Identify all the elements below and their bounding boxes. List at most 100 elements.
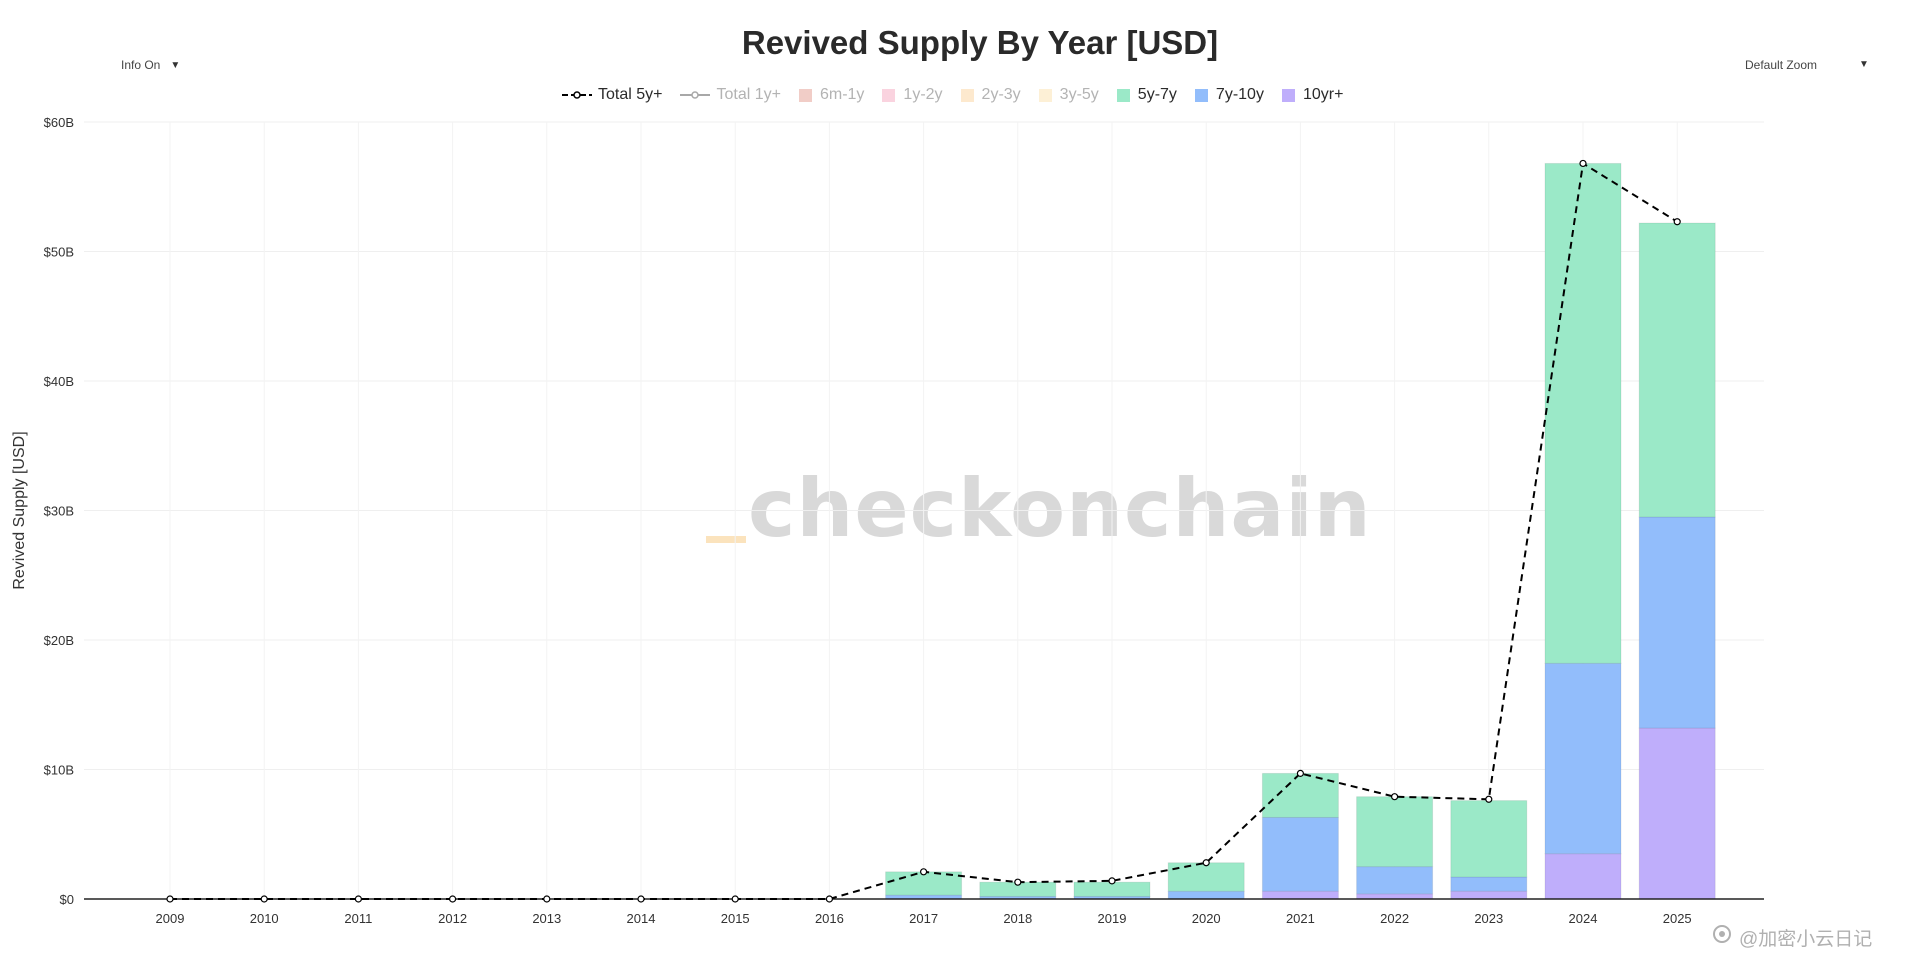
legend-label: 3y-5y: [1059, 86, 1099, 103]
bar-5y-7y-2024: [1544, 162, 1622, 664]
legend-item-10yr[interactable]: 10yr+: [1281, 86, 1344, 104]
legend-swatch: [960, 88, 974, 102]
line-point-2015: [731, 895, 739, 903]
credit-watermark: @加密小云日记: [1711, 923, 1872, 951]
legend-label: 5y-7y: [1137, 86, 1177, 103]
x-tick-label: 2022: [1380, 911, 1409, 926]
bar-7y-10y-2021: [1261, 816, 1339, 892]
legend-item-1y-2y[interactable]: 1y-2y: [882, 86, 943, 104]
legend-item-total-1y[interactable]: Total 1y+: [680, 86, 781, 104]
y-tick-label: $20B: [44, 633, 74, 648]
line-point-2025: [1673, 218, 1681, 226]
legend-item-7y-10y[interactable]: 7y-10y: [1194, 86, 1264, 104]
x-tick-label: 2024: [1569, 911, 1598, 926]
legend-label: 7y-10y: [1215, 86, 1264, 103]
bar-10yr-2025: [1638, 727, 1716, 900]
bar-7y-10y-2022: [1356, 866, 1434, 895]
bar-5y-7y-2025: [1638, 222, 1716, 518]
x-tick-label: 2015: [721, 911, 750, 926]
y-tick-label: $30B: [44, 504, 74, 519]
bar-7y-10y-2024: [1544, 662, 1622, 855]
x-tick-label: 2020: [1192, 911, 1221, 926]
legend-swatch: [1116, 88, 1130, 102]
line-point-2023: [1485, 795, 1493, 803]
bar-10yr-2022: [1356, 893, 1434, 900]
x-tick-label: 2014: [627, 911, 656, 926]
x-tick-label: 2010: [250, 911, 279, 926]
legend-swatch: [1038, 88, 1052, 102]
x-tick-label: 2013: [532, 911, 561, 926]
bar-7y-10y-2025: [1638, 516, 1716, 729]
y-tick-label: $40B: [44, 374, 74, 389]
line-point-2012: [449, 895, 457, 903]
legend-swatch: [882, 88, 896, 102]
watermark-underscore: [706, 536, 746, 543]
legend-swatch: [1194, 88, 1208, 102]
x-tick-label: 2017: [909, 911, 938, 926]
legend-swatch: [798, 88, 812, 102]
line-point-2021: [1296, 769, 1305, 777]
legend-item-5y-7y[interactable]: 5y-7y: [1116, 86, 1177, 104]
bar-7y-10y-2020: [1167, 890, 1245, 900]
line-point-2017: [919, 868, 928, 876]
bar-5y-7y-2022: [1356, 796, 1434, 868]
credit-icon: [1711, 923, 1733, 951]
watermark: checkonchain: [748, 462, 1372, 555]
line-point-2011: [354, 895, 362, 903]
credit-text: @加密小云日记: [1739, 928, 1873, 950]
legend-label: 10yr+: [1302, 86, 1344, 103]
legend-item-6m-1y[interactable]: 6m-1y: [798, 86, 865, 104]
line-point-2024: [1579, 159, 1587, 168]
legend-swatch: [1281, 88, 1295, 102]
legend-label: 2y-3y: [981, 86, 1021, 103]
chart-legend: Total 5y+ Total 1y+ 6m-1y 1y-2y 2y-3y 3y-5y 5y…: [562, 86, 1361, 104]
legend-item-3y-5y[interactable]: 3y-5y: [1038, 86, 1099, 104]
info-toggle-dropdown[interactable]: Info On ▼: [121, 58, 180, 72]
line-point-2016: [825, 895, 834, 903]
bar-7y-10y-2023: [1450, 876, 1528, 892]
legend-line-marker: [680, 91, 711, 99]
x-tick-label: 2025: [1663, 911, 1692, 926]
line-point-2020: [1202, 859, 1210, 867]
legend-item-total-5y[interactable]: Total 5y+: [562, 86, 662, 104]
legend-label: 1y-2y: [903, 86, 943, 103]
x-tick-label: 2009: [156, 911, 185, 926]
y-tick-label: $10B: [44, 763, 74, 778]
y-axis-title: Revived Supply [USD]: [11, 431, 28, 589]
legend-label: 6m-1y: [819, 86, 865, 103]
bar-5y-7y-2021: [1261, 772, 1339, 818]
bar-10yr-2023: [1450, 890, 1528, 900]
bar-10yr-2021: [1261, 890, 1339, 900]
caret-down-icon: ▼: [1859, 59, 1869, 70]
x-tick-label: 2011: [344, 911, 372, 926]
y-tick-label: $60B: [44, 115, 74, 130]
line-point-2010: [260, 895, 268, 903]
caret-down-icon: ▼: [170, 59, 181, 71]
line-point-2022: [1390, 793, 1399, 801]
line-point-2009: [166, 895, 174, 903]
x-tick-label: 2019: [1098, 911, 1127, 926]
legend-item-2y-3y[interactable]: 2y-3y: [960, 86, 1021, 104]
x-tick-label: 2023: [1474, 911, 1503, 926]
x-tick-label: 2012: [438, 911, 467, 926]
y-tick-label: $50B: [44, 245, 74, 260]
line-point-2014: [637, 895, 645, 903]
legend-line-marker: [562, 91, 592, 99]
legend-label: Total 5y+: [598, 86, 663, 103]
line-point-2013: [543, 895, 551, 903]
legend-label: Total 1y+: [716, 86, 781, 103]
zoom-dropdown[interactable]: Default Zoom ▼: [1745, 58, 1869, 72]
line-point-2018: [1014, 878, 1022, 886]
line-point-2019: [1108, 877, 1116, 885]
chart-title: Revived Supply By Year [USD]: [741, 24, 1219, 61]
x-tick-label: 2018: [1003, 911, 1032, 926]
info-dropdown-label: Info On: [121, 58, 161, 72]
y-tick-label: $0: [60, 892, 74, 907]
bar-10yr-2024: [1544, 853, 1622, 900]
bar-5y-7y-2023: [1450, 800, 1528, 878]
bar-5y-7y-2020: [1167, 862, 1245, 892]
zoom-dropdown-label: Default Zoom: [1745, 58, 1818, 72]
x-tick-label: 2016: [815, 911, 844, 926]
x-tick-label: 2021: [1286, 911, 1315, 926]
